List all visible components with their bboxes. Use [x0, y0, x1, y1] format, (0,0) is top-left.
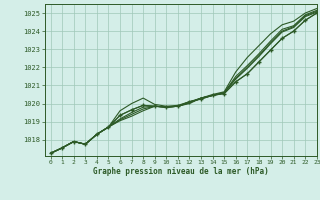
X-axis label: Graphe pression niveau de la mer (hPa): Graphe pression niveau de la mer (hPa): [93, 167, 269, 176]
